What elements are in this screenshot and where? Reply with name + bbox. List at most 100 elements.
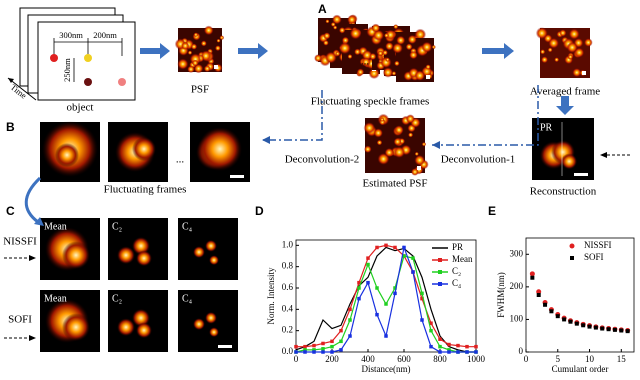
marker (574, 321, 579, 326)
scale-bar (214, 65, 218, 69)
speckle (364, 145, 372, 153)
marker (303, 344, 307, 349)
arrow-head (8, 78, 14, 83)
legend-label: SOFI (584, 252, 604, 262)
legend-label: PR (452, 242, 463, 252)
speckle (338, 27, 346, 34)
marker (348, 334, 352, 338)
speckle (190, 43, 198, 50)
marker (384, 302, 388, 306)
speckle (541, 56, 549, 64)
image-label: C₄ (182, 293, 193, 304)
speckle (382, 49, 388, 56)
speckle (181, 41, 190, 50)
marker (366, 280, 370, 285)
marker (625, 329, 630, 334)
x-tick-label: 5 (556, 354, 561, 364)
speckle (203, 25, 214, 36)
marker (429, 344, 433, 349)
marker (612, 327, 617, 332)
marker (357, 296, 361, 301)
marker (438, 258, 442, 262)
speckle (373, 128, 383, 138)
speckle (559, 29, 567, 37)
speckle (214, 45, 221, 52)
speckle (384, 32, 390, 38)
speckle (347, 54, 353, 60)
marker (375, 245, 379, 250)
y-tick-label: 0.0 (282, 346, 294, 356)
marker (411, 270, 415, 274)
marker (438, 337, 442, 341)
speckle (535, 27, 548, 40)
marker (339, 339, 343, 344)
speckle (405, 43, 413, 51)
panel-label: E (488, 204, 496, 218)
marker (303, 348, 307, 352)
marker (420, 318, 424, 322)
speckle (393, 137, 402, 146)
arrow-head (29, 335, 36, 341)
marker (562, 317, 567, 322)
speckle (547, 47, 553, 53)
speckle (425, 64, 431, 70)
marker (339, 328, 343, 333)
speckle (335, 51, 341, 57)
y-axis-label: FWHM(nm) (496, 272, 506, 318)
marker (438, 270, 442, 274)
x-tick-label: 10 (585, 354, 595, 364)
speckle-image (174, 25, 225, 74)
marker (456, 343, 460, 348)
marker (600, 326, 605, 331)
speckle (379, 117, 385, 122)
image-label: Mean (44, 221, 67, 232)
averaged-label: Averaged frame (530, 86, 600, 98)
arrow-head (29, 255, 36, 261)
spot (132, 308, 150, 327)
spot (209, 255, 219, 266)
speckle (332, 14, 342, 25)
spot (561, 153, 578, 170)
deconvolution-label: Deconvolution-2 (285, 154, 360, 166)
marker (312, 350, 316, 354)
speckle (341, 36, 350, 44)
speckle (187, 65, 195, 73)
scale-bar (574, 173, 588, 176)
speckle (338, 42, 351, 55)
dash-dot-path (432, 85, 539, 146)
marker (294, 350, 298, 354)
image-label: PR (540, 122, 553, 133)
marker (402, 245, 406, 250)
x-tick-label: 400 (361, 354, 375, 364)
dimension-label: 250nm (62, 58, 72, 82)
marker (530, 275, 535, 280)
x-tick-label: 1000 (467, 354, 486, 364)
speckle (385, 57, 390, 62)
reconstruction-label: Reconstruction (530, 186, 597, 198)
dimension-lines (53, 38, 123, 82)
marker (393, 245, 397, 250)
block-arrow (238, 43, 268, 59)
y-tick-label: 1.0 (282, 239, 294, 249)
x-tick-label: 0 (524, 354, 529, 364)
speckle (394, 125, 404, 135)
speckle (187, 50, 193, 55)
spot (132, 137, 156, 161)
object-label: object (67, 102, 94, 114)
block-arrow (556, 96, 574, 115)
speckle (363, 122, 376, 134)
y-tick-label: 200 (510, 281, 524, 291)
marker (375, 312, 379, 317)
marker (465, 344, 469, 349)
psf-label: PSF (191, 84, 209, 96)
estimated-psf-label: Estimated PSF (362, 178, 427, 190)
speckle (330, 21, 336, 27)
dimension-label: 200nm (93, 30, 117, 40)
emitter (50, 54, 58, 62)
x-tick-label: 200 (325, 354, 339, 364)
spot (62, 313, 90, 342)
speckle (431, 44, 436, 50)
legend-label: C₄ (452, 278, 461, 288)
marker (312, 348, 316, 352)
